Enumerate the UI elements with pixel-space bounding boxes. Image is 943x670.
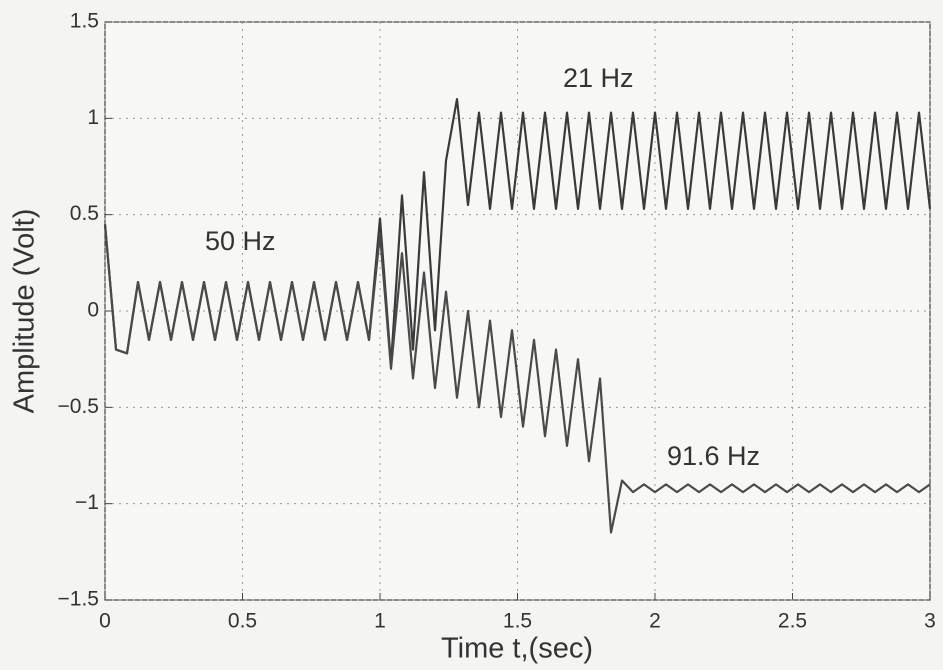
y-tick-label: 0 [87,299,99,322]
y-tick-label: −1 [75,491,99,514]
x-tick-label: 1 [374,610,386,633]
x-tick-label: 1.5 [503,610,532,633]
y-tick-label: 1 [87,106,99,129]
x-tick-label: 2 [649,610,661,633]
annotation: 50 Hz [205,226,276,256]
annotation: 91.6 Hz [667,441,760,471]
y-axis-label: Amplitude (Volt) [9,209,41,414]
y-tick-label: −0.5 [58,395,99,418]
x-tick-label: 2.5 [778,610,807,633]
y-tick-label: 1.5 [70,10,99,33]
x-axis-label: Time t,(sec) [441,633,593,665]
y-tick-label: 0.5 [70,202,99,225]
x-tick-label: 0 [99,610,111,633]
y-tick-label: −1.5 [58,588,99,611]
x-tick-label: 3 [924,610,936,633]
annotation: 21 Hz [563,63,634,93]
x-tick-label: 0.5 [228,610,257,633]
signal-line [103,224,931,534]
